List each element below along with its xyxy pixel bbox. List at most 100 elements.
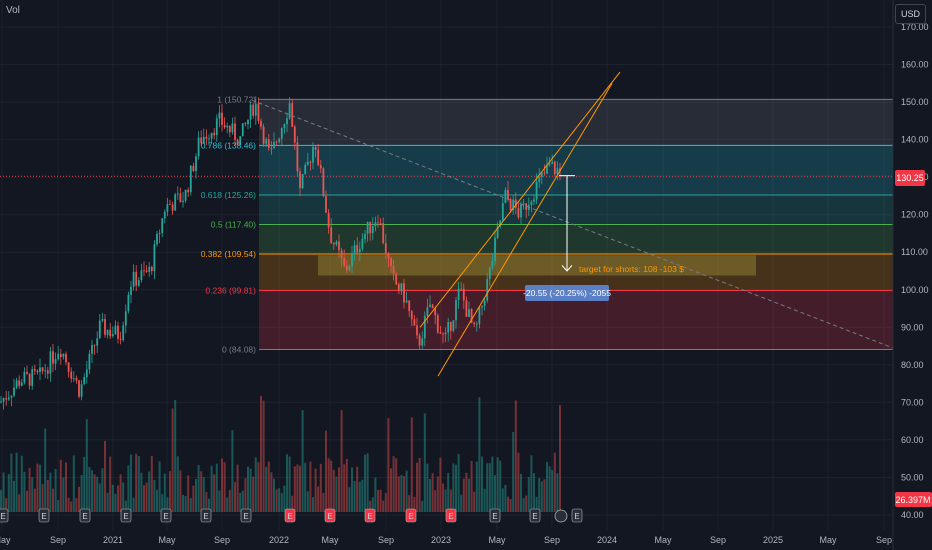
- candle-body: [141, 270, 143, 280]
- candle-body: [369, 222, 371, 233]
- volume-bar: [86, 419, 88, 512]
- time-axis[interactable]: May Sep 2021 May Sep 2022 May Sep 2023 May Sep 2024…: [0, 535, 892, 545]
- time-tick-label: 2024: [597, 535, 617, 545]
- candle-body: [11, 396, 13, 398]
- candle-body: [242, 123, 244, 136]
- volume-bar: [140, 473, 142, 512]
- earnings-marker[interactable]: E: [285, 509, 295, 522]
- earnings-marker[interactable]: E: [530, 509, 540, 522]
- candle-body: [307, 162, 309, 165]
- earnings-letter: E: [408, 512, 413, 521]
- price-tick-label: 60.00: [901, 435, 924, 445]
- candle-body: [276, 142, 278, 143]
- volume-bar: [361, 480, 363, 512]
- candle-body: [169, 204, 171, 205]
- candle-body: [538, 177, 540, 182]
- candle-body: [323, 168, 325, 196]
- volume-bar: [268, 462, 270, 512]
- earnings-marker[interactable]: E: [241, 509, 251, 522]
- fib-retracement[interactable]: [0, 99, 893, 349]
- earnings-marker[interactable]: E: [0, 509, 8, 522]
- earnings-marker[interactable]: E: [39, 509, 49, 522]
- volume-bar: [130, 455, 132, 512]
- fib-level-label: 1 (150.72): [217, 94, 256, 104]
- indicator-legend[interactable]: Vol: [6, 5, 20, 16]
- candle-body: [206, 137, 208, 139]
- candle-body: [458, 289, 460, 300]
- volume-bar: [263, 401, 265, 512]
- volume-bar: [395, 458, 397, 512]
- price-axis[interactable]: 170.00160.00150.00140.00130.00120.00110.…: [893, 0, 929, 550]
- earnings-marker[interactable]: E: [572, 509, 582, 522]
- candle-body: [94, 345, 96, 346]
- candle-body: [99, 321, 101, 339]
- volume-bar: [367, 453, 369, 512]
- earnings-marker[interactable]: E: [490, 509, 500, 522]
- volume-bar: [239, 493, 241, 512]
- volume-bar: [276, 489, 278, 512]
- volume-bar: [424, 413, 426, 512]
- volume-bar: [273, 479, 275, 512]
- earnings-marker[interactable]: E: [325, 509, 335, 522]
- candle-body: [442, 334, 444, 335]
- candle-body: [291, 103, 293, 126]
- volume-bar: [551, 470, 553, 512]
- candle-body: [24, 372, 26, 382]
- volume-bar: [359, 482, 361, 512]
- candle-body: [289, 103, 291, 118]
- volume-bar: [494, 475, 496, 512]
- candle-body: [224, 125, 226, 127]
- currency-button[interactable]: USD: [895, 4, 926, 24]
- price-tick-label: 120.00: [901, 210, 929, 220]
- candle-body: [174, 194, 176, 210]
- volume-bar: [133, 498, 135, 512]
- candle-body: [133, 272, 135, 287]
- earnings-marker[interactable]: E: [80, 509, 90, 522]
- volume-bar: [400, 475, 402, 512]
- candle-body: [403, 283, 405, 302]
- volume-bar: [26, 491, 28, 512]
- volume-bar: [52, 489, 54, 512]
- candle-body: [481, 306, 483, 308]
- candle-body: [304, 165, 306, 174]
- volume-bar: [437, 477, 439, 512]
- candle-body: [364, 234, 366, 239]
- earnings-marker[interactable]: E: [201, 509, 211, 522]
- candle-body: [26, 372, 28, 374]
- earnings-marker[interactable]: E: [365, 509, 375, 522]
- volume-bar: [55, 469, 57, 512]
- time-tick-label: Sep: [214, 535, 230, 545]
- price-tick-label: 70.00: [901, 397, 924, 407]
- volume-bar: [18, 494, 20, 512]
- volume-bar: [10, 454, 12, 512]
- candle-body: [333, 243, 335, 244]
- volume-bar: [458, 454, 460, 512]
- time-tick-label: May: [158, 535, 176, 545]
- earnings-marker[interactable]: E: [406, 509, 416, 522]
- candle-body: [533, 199, 535, 201]
- time-tick-label: May: [819, 535, 837, 545]
- volume-bar: [385, 493, 387, 512]
- volume-bar: [218, 491, 220, 512]
- volume-bar: [393, 456, 395, 512]
- candle-body: [151, 267, 153, 271]
- volume-bar: [122, 482, 124, 512]
- candle-body: [445, 333, 447, 335]
- candle-body: [536, 182, 538, 199]
- dividend-icon[interactable]: [555, 510, 567, 522]
- fib-level-label: 0.618 (125.26): [201, 190, 256, 200]
- earnings-marker[interactable]: E: [446, 509, 456, 522]
- volume-bar: [216, 464, 218, 512]
- candle-body: [120, 339, 122, 340]
- volume-bar: [237, 465, 239, 512]
- candle-body: [424, 316, 426, 339]
- volume-bar: [94, 474, 96, 512]
- candle-body: [429, 305, 431, 308]
- price-tick-label: 50.00: [901, 472, 924, 482]
- earnings-marker[interactable]: E: [121, 509, 131, 522]
- earnings-marker[interactable]: E: [161, 509, 171, 522]
- candle-body: [263, 127, 265, 144]
